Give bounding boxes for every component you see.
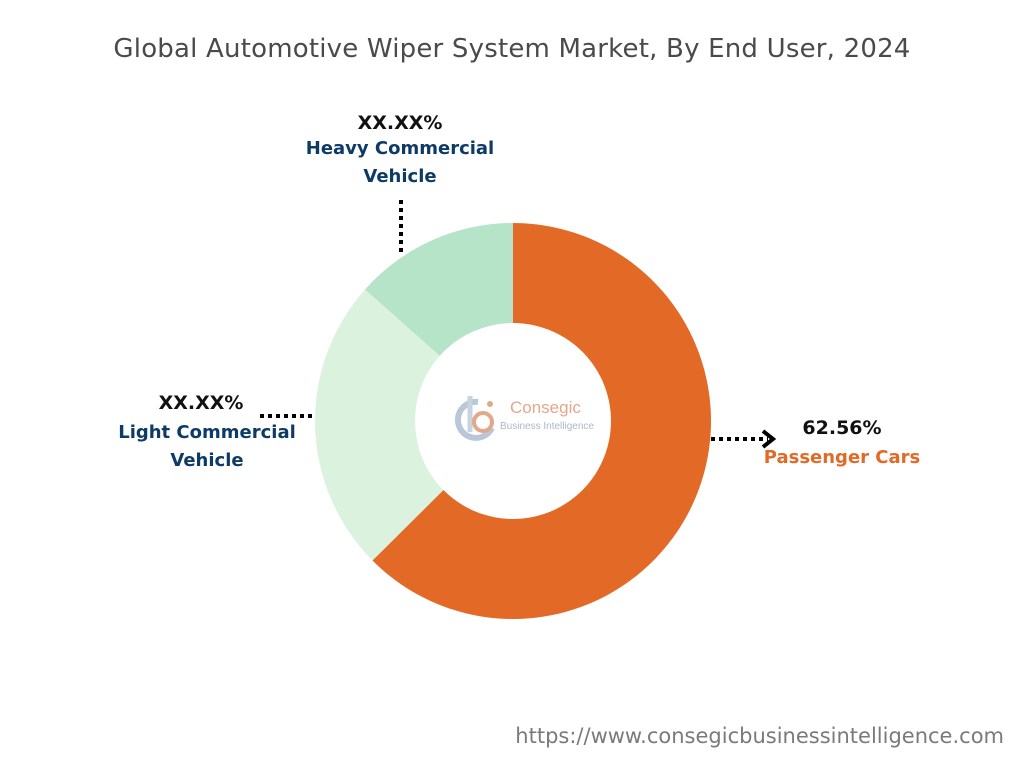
footer-url: https://www.consegicbusinessintelligence… — [515, 724, 1004, 748]
label-passenger-cars: 62.56% Passenger Cars — [752, 417, 932, 473]
arrow-head-icon — [761, 429, 777, 449]
consegic-logo: Consegic Business Intelligence — [448, 390, 618, 450]
consegic-logo-icon — [454, 396, 495, 441]
light-name-line1: Light Commercial — [118, 422, 296, 443]
slice-passenger-cars — [372, 223, 711, 619]
heavy-name-line2: Vehicle — [363, 166, 437, 187]
label-heavy-commercial: XX.XX% Heavy Commercial Vehicle — [300, 112, 500, 192]
label-light-commercial: XX.XX% Light Commercial Vehicle — [107, 392, 307, 476]
heavy-name-line1: Heavy Commercial — [305, 138, 495, 159]
slice-heavy-commercial-vehicle — [364, 223, 513, 356]
light-value-label: XX.XX% — [158, 392, 244, 414]
light-name-line2: Vehicle — [170, 450, 244, 471]
chart-title: Global Automotive Wiper System Market, B… — [113, 34, 911, 64]
passenger-value-label: 62.56% — [802, 417, 882, 439]
passenger-name-label: Passenger Cars — [763, 447, 921, 468]
slice-light-commercial-vehicle — [314, 289, 444, 561]
heavy-value-label: XX.XX% — [357, 112, 443, 134]
logo-subtitle: Business Intelligence — [500, 421, 594, 432]
logo-name: Consegic — [510, 398, 581, 417]
